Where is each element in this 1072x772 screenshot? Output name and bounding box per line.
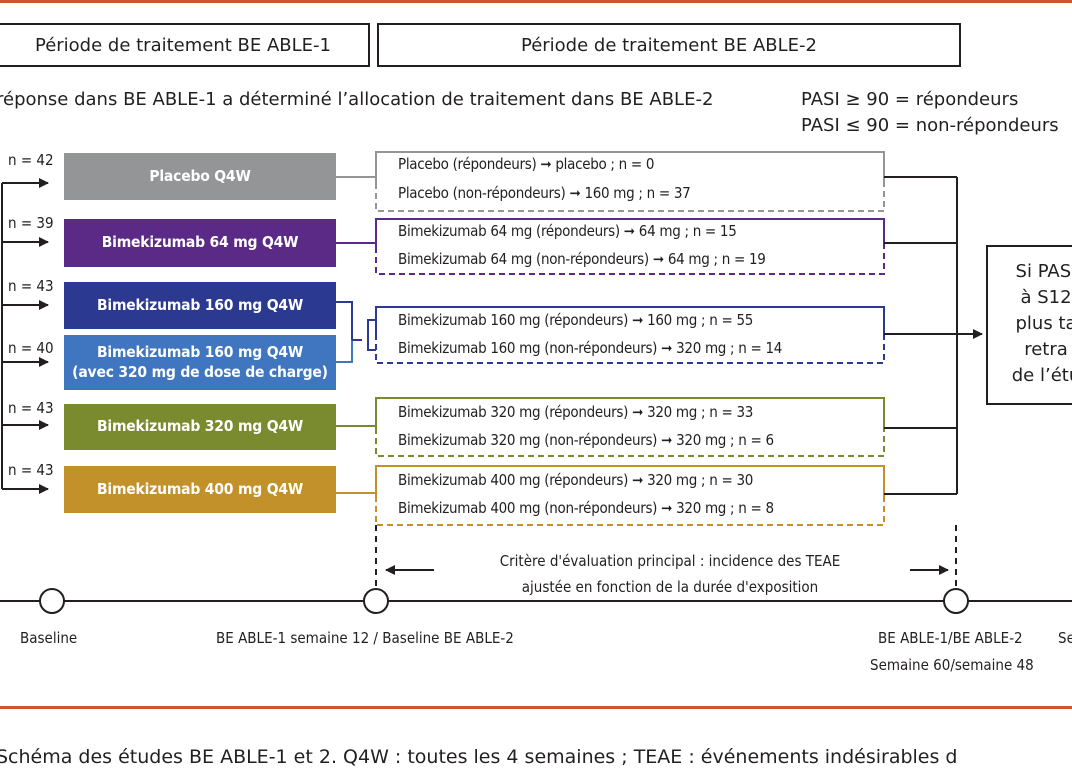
outcome-line: plus ta (1015, 313, 1072, 334)
outcome-box: Si PASI à S12 plus ta retra de l’étu (986, 245, 1072, 405)
arm-n-label: n = 39 (8, 214, 54, 232)
arm-label: Bimekizumab 160 mg Q4W (96, 343, 304, 362)
pasi-nonresponders: PASI ≤ 90 = non-répondeurs (801, 115, 1059, 136)
arm-bkz-400: Bimekizumab 400 mg Q4W (64, 466, 336, 513)
timeline-end-line1: BE ABLE-1/BE ABLE-2 (878, 629, 1023, 647)
timeline-right-cut: Se (1058, 629, 1072, 647)
timeline-week12: BE ABLE-1 semaine 12 / Baseline BE ABLE-… (216, 629, 514, 647)
subgroup-nonresponders: Bimekizumab 64 mg (non-répondeurs) ➞ 64 … (398, 250, 766, 268)
arm-bkz-320: Bimekizumab 320 mg Q4W (64, 404, 336, 450)
top-rule (0, 0, 1072, 3)
subgroup-responders: Bimekizumab 64 mg (répondeurs) ➞ 64 mg ;… (398, 222, 737, 240)
pasi-responders: PASI ≥ 90 = répondeurs (801, 89, 1019, 110)
arm-label: Bimekizumab 160 mg Q4W (96, 295, 304, 314)
subgroup-nonresponders: Bimekizumab 320 mg (non-répondeurs) ➞ 32… (398, 431, 774, 449)
outcome-line: Si PASI (1015, 261, 1072, 282)
arm-n-label: n = 43 (8, 277, 54, 295)
subgroup-responders: Placebo (répondeurs) ➞ placebo ; n = 0 (398, 155, 655, 173)
subgroup-nonresponders: Bimekizumab 400 mg (non-répondeurs) ➞ 32… (398, 499, 774, 517)
arm-bkz-160: Bimekizumab 160 mg Q4W (64, 282, 336, 329)
arm-bkz-160-loading: Bimekizumab 160 mg Q4W (avec 320 mg de d… (64, 335, 336, 390)
subgroup-nonresponders: Bimekizumab 160 mg (non-répondeurs) ➞ 32… (398, 339, 783, 357)
outcome-line: à S12 (1020, 287, 1072, 308)
arm-placebo: Placebo Q4W (64, 153, 336, 200)
subgroup-responders: Bimekizumab 160 mg (répondeurs) ➞ 160 mg… (398, 311, 754, 329)
timeline-end-line2: Semaine 60/semaine 48 (870, 656, 1034, 674)
arm-label: Bimekizumab 64 mg Q4W (101, 233, 299, 252)
allocation-text: réponse dans BE ABLE-1 a déterminé l’all… (0, 89, 714, 110)
arm-n-label: n = 40 (8, 339, 54, 357)
phase-able1-label: Période de traitement BE ABLE-1 (34, 34, 331, 56)
bottom-rule (0, 706, 1072, 709)
figure-caption: Schéma des études BE ABLE-1 et 2. Q4W : … (0, 746, 958, 768)
subgroup-responders: Bimekizumab 320 mg (répondeurs) ➞ 320 mg… (398, 403, 754, 421)
outcome-line: retra (1024, 339, 1068, 360)
arm-n-label: n = 42 (8, 151, 54, 169)
phase-able1-box: Période de traitement BE ABLE-1 (0, 23, 370, 67)
timeline-baseline: Baseline (20, 629, 78, 647)
arm-bkz-64: Bimekizumab 64 mg Q4W (64, 219, 336, 267)
phase-able2-box: Période de traitement BE ABLE-2 (377, 23, 961, 67)
phase-able2-label: Période de traitement BE ABLE-2 (520, 34, 817, 56)
endpoint-line1: Critère d'évaluation principal : inciden… (499, 552, 841, 570)
endpoint-line2: ajustée en fonction de la durée d'exposi… (521, 578, 819, 596)
subgroup-responders: Bimekizumab 400 mg (répondeurs) ➞ 320 mg… (398, 471, 754, 489)
subgroup-nonresponders: Placebo (non-répondeurs) ➞ 160 mg ; n = … (398, 184, 691, 202)
arm-label: Bimekizumab 400 mg Q4W (96, 479, 304, 498)
arm-label: Placebo Q4W (149, 166, 251, 185)
arm-n-label: n = 43 (8, 399, 54, 417)
primary-endpoint: Critère d'évaluation principal : inciden… (450, 548, 890, 600)
arm-label-sub: (avec 320 mg de dose de charge) (72, 362, 328, 381)
arm-label: Bimekizumab 320 mg Q4W (96, 417, 304, 436)
arm-n-label: n = 43 (8, 461, 54, 479)
outcome-line: de l’étu (1011, 365, 1072, 386)
